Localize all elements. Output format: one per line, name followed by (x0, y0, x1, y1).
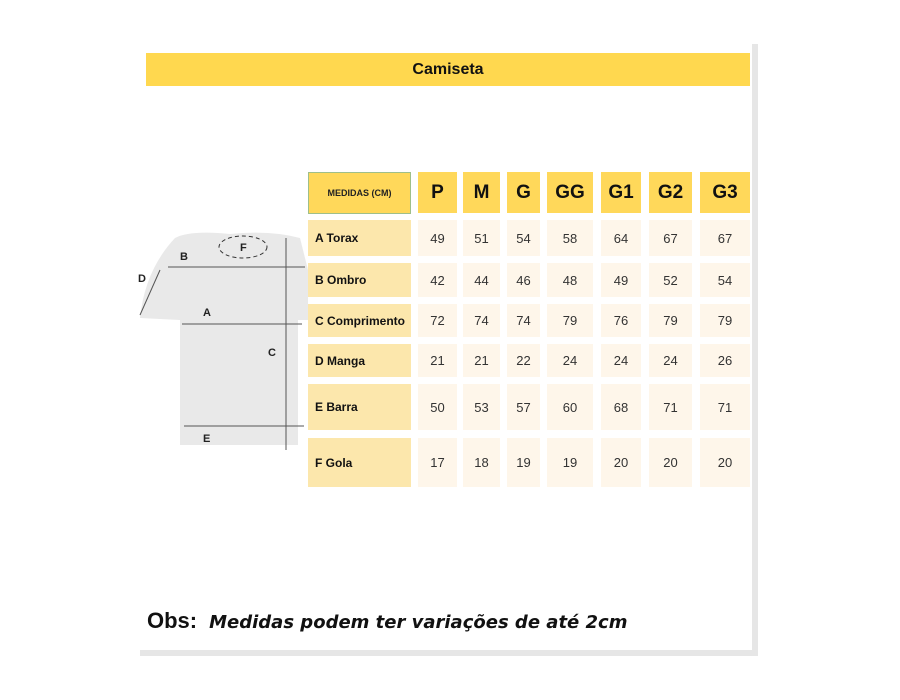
table-cell: 54 (700, 263, 750, 297)
label-e: E (203, 433, 210, 445)
row-label: B Ombro (308, 263, 411, 297)
table-cell: 72 (418, 304, 457, 337)
table-cell: 64 (601, 220, 641, 256)
table-cell: 52 (649, 263, 692, 297)
row-label: A Torax (308, 220, 411, 256)
table-cell: 46 (507, 263, 540, 297)
table-cell: 49 (601, 263, 641, 297)
row-label: C Comprimento (308, 304, 411, 337)
row-label: F Gola (308, 438, 411, 487)
label-a: A (203, 307, 211, 319)
table-cell: 57 (507, 384, 540, 430)
table-cell: 21 (418, 344, 457, 377)
size-header-g1: G1 (601, 172, 641, 213)
table-cell: 18 (463, 438, 500, 487)
table-cell: 58 (547, 220, 593, 256)
table-cell: 79 (547, 304, 593, 337)
header-medidas: MEDIDAS (CM) (308, 172, 411, 214)
table-cell: 17 (418, 438, 457, 487)
table-cell: 44 (463, 263, 500, 297)
table-cell: 42 (418, 263, 457, 297)
label-f: F (240, 242, 247, 254)
table-cell: 48 (547, 263, 593, 297)
table-cell: 54 (507, 220, 540, 256)
table-cell: 20 (601, 438, 641, 487)
table-cell: 79 (649, 304, 692, 337)
size-header-m: M (463, 172, 500, 213)
obs-label: Obs: (147, 608, 198, 633)
table-cell: 60 (547, 384, 593, 430)
size-header-g3: G3 (700, 172, 750, 213)
table-cell: 22 (507, 344, 540, 377)
table-cell: 21 (463, 344, 500, 377)
table-cell: 74 (463, 304, 500, 337)
table-cell: 50 (418, 384, 457, 430)
table-cell: 67 (649, 220, 692, 256)
table-cell: 24 (601, 344, 641, 377)
table-cell: 51 (463, 220, 500, 256)
tshirt-shape (140, 232, 308, 445)
size-header-p: P (418, 172, 457, 213)
chart-title: Camiseta (146, 53, 750, 86)
label-b: B (180, 251, 188, 263)
table-cell: 68 (601, 384, 641, 430)
row-label: D Manga (308, 344, 411, 377)
table-cell: 20 (649, 438, 692, 487)
table-cell: 71 (700, 384, 750, 430)
table-cell: 53 (463, 384, 500, 430)
table-cell: 19 (507, 438, 540, 487)
table-cell: 20 (700, 438, 750, 487)
row-label: E Barra (308, 384, 411, 430)
label-d: D (138, 273, 146, 285)
size-header-g2: G2 (649, 172, 692, 213)
table-cell: 71 (649, 384, 692, 430)
table-cell: 49 (418, 220, 457, 256)
size-header-g: G (507, 172, 540, 213)
collar-f-marker (218, 235, 268, 259)
table-cell: 24 (649, 344, 692, 377)
table-cell: 74 (507, 304, 540, 337)
table-cell: 76 (601, 304, 641, 337)
table-cell: 19 (547, 438, 593, 487)
size-header-gg: GG (547, 172, 593, 213)
table-cell: 24 (547, 344, 593, 377)
obs-text: Medidas podem ter variações de até 2cm (209, 612, 628, 633)
label-c: C (268, 347, 276, 359)
table-cell: 26 (700, 344, 750, 377)
table-cell: 79 (700, 304, 750, 337)
table-cell: 67 (700, 220, 750, 256)
obs-note: Obs: Medidas podem ter variações de até … (147, 608, 627, 634)
tshirt-diagram: F B D A C E (138, 232, 308, 450)
